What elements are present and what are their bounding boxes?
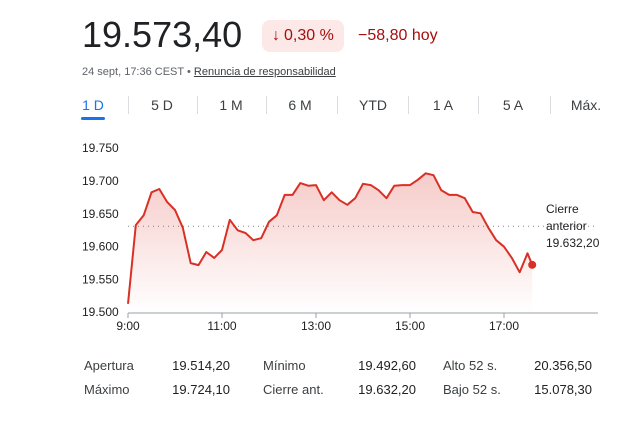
y-tick-label: 19.500	[82, 305, 119, 319]
x-tick-label: 9:00	[116, 319, 140, 333]
tab[interactable]: 1 D	[82, 97, 104, 113]
tab[interactable]: YTD	[359, 97, 387, 113]
tab-separator	[196, 96, 198, 114]
stat-label: Cierre ant.	[263, 382, 324, 397]
tab[interactable]: 1 A	[432, 97, 454, 113]
timestamp: 24 sept, 17:36 CEST • Renuncia de respon…	[82, 66, 336, 78]
x-tick-label: 11:00	[207, 319, 236, 333]
y-tick-label: 19.550	[82, 272, 119, 286]
last-point	[528, 260, 537, 269]
change-badge: ↓ 0,30 %	[262, 20, 344, 52]
stat-value: 19.632,20	[358, 382, 416, 397]
y-tick-label: 19.750	[82, 141, 119, 155]
stat-label: Alto 52 s.	[443, 358, 498, 373]
reference-value: 19.632,20	[546, 236, 600, 250]
change-abs: −58,80 hoy	[358, 27, 438, 44]
tab-separator	[336, 96, 338, 114]
stat-value: 19.492,60	[358, 358, 416, 373]
tab[interactable]: 5 D	[151, 97, 173, 113]
tab[interactable]: 5 A	[502, 97, 524, 113]
stat-value: 19.724,10	[172, 382, 230, 397]
timestamp-text: 24 sept, 17:36 CEST •	[82, 66, 191, 78]
reference-name: Cierre anterior	[546, 202, 587, 233]
price-line	[127, 172, 534, 304]
stat-label: Máximo	[84, 382, 130, 397]
tab[interactable]: Máx.	[570, 97, 602, 113]
change-percent: 0,30 %	[284, 27, 334, 44]
x-tick-label: 15:00	[395, 319, 425, 333]
x-tick-label: 17:00	[489, 319, 519, 333]
stat-label: Mínimo	[263, 358, 306, 373]
stat-value: 15.078,30	[534, 382, 592, 397]
tab-separator	[549, 96, 551, 114]
stat-value: 20.356,50	[534, 358, 592, 373]
area	[128, 173, 533, 313]
tab[interactable]: 6 M	[288, 97, 312, 113]
tab-underline	[81, 117, 105, 120]
reference-label: Cierre anterior 19.632,20	[546, 201, 616, 252]
y-tick-label: 19.700	[82, 174, 119, 188]
disclaimer-link[interactable]: Renuncia de responsabilidad	[193, 66, 336, 78]
stat-label: Bajo 52 s.	[443, 382, 501, 397]
stat-label: Apertura	[84, 358, 134, 373]
y-tick-label: 19.650	[82, 207, 119, 221]
y-tick-label: 19.600	[82, 240, 119, 254]
tab-separator	[478, 96, 479, 114]
stat-value: 19.514,20	[172, 358, 230, 373]
x-tick-label: 13:00	[301, 319, 331, 333]
tab[interactable]: 1 M	[219, 97, 243, 113]
price: 19.573,40	[82, 14, 243, 55]
tab-separator	[127, 96, 129, 114]
tab-separator	[408, 96, 409, 114]
tab-separator	[265, 96, 267, 114]
